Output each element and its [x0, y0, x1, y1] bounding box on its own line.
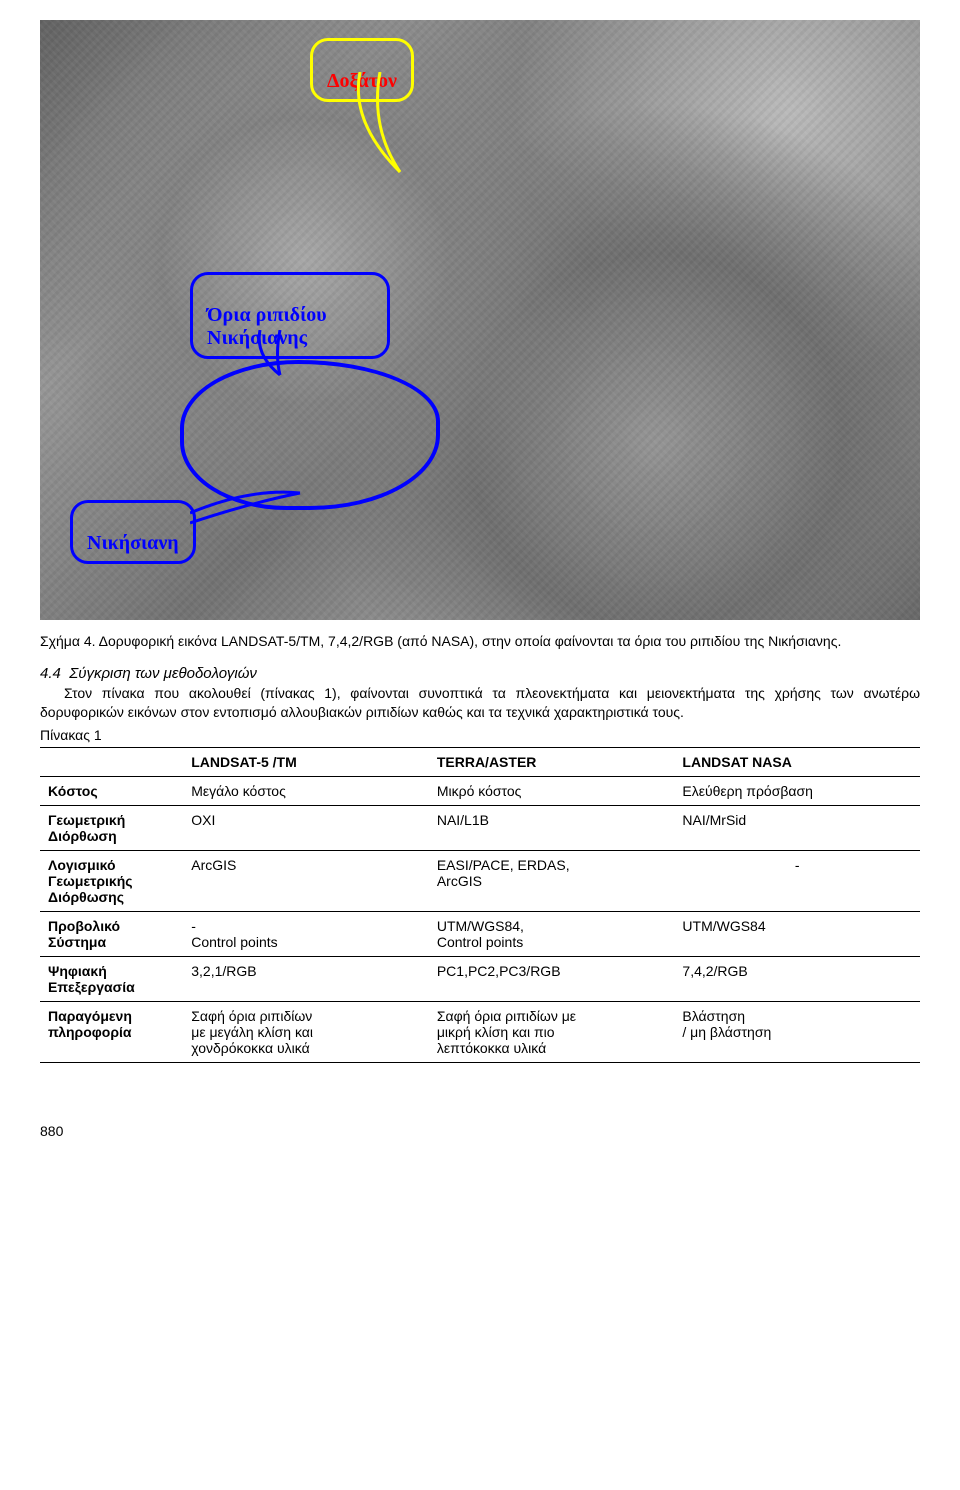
page-number: 880 — [40, 1123, 920, 1139]
table-row: Κόστος Μεγάλο κόστος Μικρό κόστος Ελεύθε… — [40, 777, 920, 806]
row-label: ΠροβολικόΣύστημα — [40, 912, 183, 957]
satellite-figure: Δοξάτον Όρια ριπιδίουΝικήσιανης Νικήσιαν… — [40, 20, 920, 620]
cell: ΝΑΙ/L1B — [429, 806, 675, 851]
cell: Μεγάλο κόστος — [183, 777, 429, 806]
cell: 7,4,2/RGB — [674, 957, 920, 1002]
table-header-row: LANDSAT-5 /TM TERRA/ASTER LANDSAT NASA — [40, 748, 920, 777]
table-label: Πίνακας 1 — [40, 727, 920, 743]
table-row: ΨηφιακήΕπεξεργασία 3,2,1/RGB PC1,PC2,PC3… — [40, 957, 920, 1002]
callout-nikisiani: Νικήσιανη — [70, 500, 196, 564]
cell: ΟΧΙ — [183, 806, 429, 851]
table-header-landsat5: LANDSAT-5 /TM — [183, 748, 429, 777]
callout-nikisiani-text: Νικήσιανη — [87, 532, 179, 554]
cell: Ελεύθερη πρόσβαση — [674, 777, 920, 806]
cell: -Control points — [183, 912, 429, 957]
section-title-text: Σύγκριση των μεθοδολογιών — [69, 665, 257, 682]
table-row: Παραγόμενηπληροφορία Σαφή όρια ριπιδίωνμ… — [40, 1002, 920, 1063]
cell: 3,2,1/RGB — [183, 957, 429, 1002]
row-label: Παραγόμενηπληροφορία — [40, 1002, 183, 1063]
callout-nikisiani-tail — [190, 488, 310, 528]
row-label: ΛογισμικόΓεωμετρικήςΔιόρθωσης — [40, 851, 183, 912]
cell: UTM/WGS84 — [674, 912, 920, 957]
table-row: ΓεωμετρικήΔιόρθωση ΟΧΙ ΝΑΙ/L1B ΝΑΙ/MrSid — [40, 806, 920, 851]
cell: EASI/PACE, ERDAS,ArcGIS — [429, 851, 675, 912]
cell: Σαφή όρια ριπιδίωνμε μεγάλη κλίση καιχον… — [183, 1002, 429, 1063]
cell: PC1,PC2,PC3/RGB — [429, 957, 675, 1002]
section-body: Στον πίνακα που ακολουθεί (πίνακας 1), φ… — [40, 684, 920, 723]
comparison-table: LANDSAT-5 /TM TERRA/ASTER LANDSAT NASA Κ… — [40, 747, 920, 1063]
cell: Σαφή όρια ριπιδίων μεμικρή κλίση και πιο… — [429, 1002, 675, 1063]
cell: UTM/WGS84,Control points — [429, 912, 675, 957]
cell: Μικρό κόστος — [429, 777, 675, 806]
row-label: ΨηφιακήΕπεξεργασία — [40, 957, 183, 1002]
row-label: ΓεωμετρικήΔιόρθωση — [40, 806, 183, 851]
callout-doxaton-tail — [340, 72, 460, 192]
section-number: 4.4 — [40, 665, 61, 682]
section-heading: 4.4 Σύγκριση των μεθοδολογιών — [40, 665, 920, 682]
figure-caption: Σχήμα 4. Δορυφορική εικόνα LANDSAT-5/TM,… — [40, 632, 920, 651]
cell: ΝΑΙ/MrSid — [674, 806, 920, 851]
cell: ArcGIS — [183, 851, 429, 912]
table-header-terra: TERRA/ASTER — [429, 748, 675, 777]
table-row: ΛογισμικόΓεωμετρικήςΔιόρθωσης ArcGIS EAS… — [40, 851, 920, 912]
table-header-landsatnasa: LANDSAT NASA — [674, 748, 920, 777]
row-label: Κόστος — [40, 777, 183, 806]
table-header-blank — [40, 748, 183, 777]
cell: Βλάστηση/ μη βλάστηση — [674, 1002, 920, 1063]
cell: - — [674, 851, 920, 912]
table-row: ΠροβολικόΣύστημα -Control points UTM/WGS… — [40, 912, 920, 957]
